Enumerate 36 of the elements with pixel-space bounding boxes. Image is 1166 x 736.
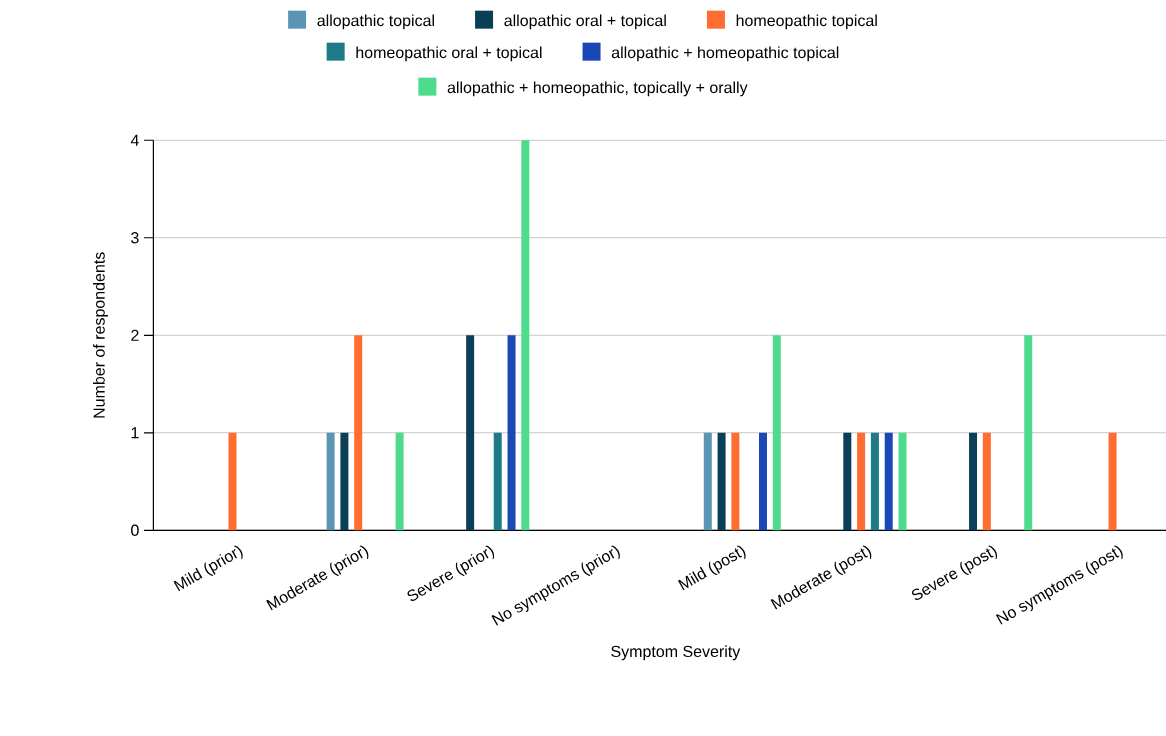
bar xyxy=(843,432,852,531)
x-axis-title: Symptom Severity xyxy=(611,645,741,661)
bar xyxy=(982,432,991,531)
legend-label: allopathic + homeopathic, topically + orally xyxy=(447,81,748,97)
bar xyxy=(898,432,907,531)
bar xyxy=(772,335,781,531)
bar xyxy=(1108,432,1117,531)
bar xyxy=(884,432,893,531)
y-tick-label: 4 xyxy=(130,134,139,146)
bar xyxy=(228,432,237,531)
y-tick-label: 1 xyxy=(131,427,139,439)
y-axis-title: Number of respondents xyxy=(93,252,108,418)
bar xyxy=(758,432,767,531)
bar xyxy=(969,432,978,531)
bar xyxy=(521,140,530,531)
bar xyxy=(354,335,363,531)
bar xyxy=(507,335,516,531)
legend-label: allopathic oral + topical xyxy=(504,14,666,30)
bar xyxy=(326,432,335,531)
legend-label: homeopathic topical xyxy=(736,14,877,30)
y-tick-label: 3 xyxy=(131,232,139,244)
legend-label: allopathic topical xyxy=(317,14,434,30)
bar xyxy=(731,432,740,531)
bar xyxy=(857,432,866,531)
y-tick-label: 2 xyxy=(131,329,139,341)
bar xyxy=(466,335,475,531)
y-tick-label: 0 xyxy=(131,524,139,536)
bar xyxy=(1024,335,1033,531)
bar xyxy=(493,432,502,531)
bar xyxy=(870,432,879,531)
legend-label: allopathic + homeopathic topical xyxy=(611,46,839,62)
bar xyxy=(703,432,712,531)
bar xyxy=(717,432,726,531)
bar xyxy=(340,432,349,531)
bar xyxy=(395,432,404,531)
legend-label: homeopathic oral + topical xyxy=(356,46,542,62)
